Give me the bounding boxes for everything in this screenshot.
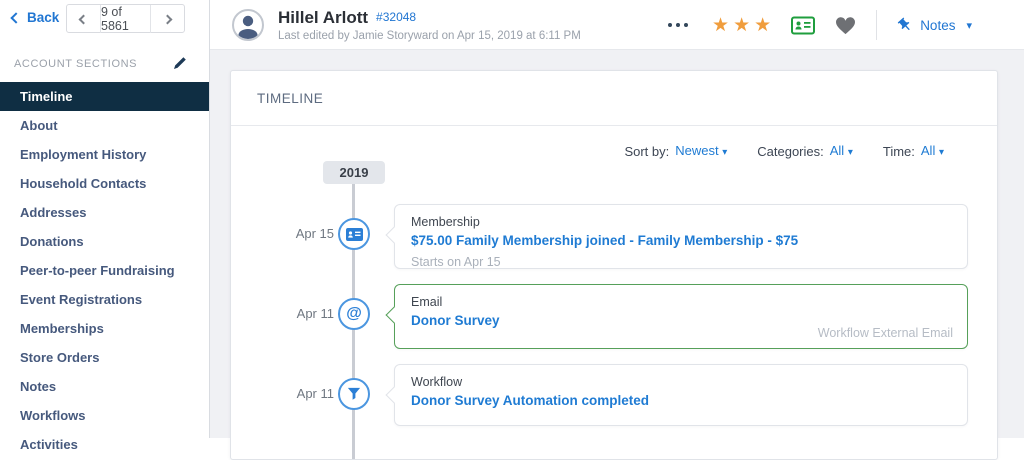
categories-label: Categories: [757,144,824,159]
entry-title-link[interactable]: Donor Survey Automation completed [411,393,650,408]
pager-next-button[interactable] [151,5,184,33]
more-options-icon[interactable] [668,23,689,27]
sidebar-item-household-contacts[interactable]: Household Contacts [20,176,147,191]
sidebar-item-memberships[interactable]: Memberships [20,321,104,336]
notes-label: Notes [920,17,956,33]
chevron-left-icon [78,14,89,24]
entry-category: Membership [411,215,480,229]
back-label: Back [27,10,60,25]
divider [876,10,878,40]
entry-subtitle: Starts on Apr 15 [411,255,501,269]
account-sections-label: ACCOUNT SECTIONS [14,58,138,70]
entry-date: Apr 11 [296,306,334,321]
card-notch [385,386,403,404]
chevron-right-icon [162,14,173,24]
timeline-entry-card: Workflow Donor Survey Automation complet… [385,364,968,426]
avatar [232,9,264,41]
record-pager: 9 of 5861 [66,4,185,33]
entry-title-link[interactable]: $75.00 Family Membership joined - Family… [411,233,799,248]
chevron-left-icon [10,11,22,24]
back-button[interactable]: Back [10,10,60,25]
card-notch [385,226,403,244]
star-rating[interactable]: ★ ★ ★ [712,16,771,35]
at-icon: @ [338,298,370,330]
star-icon[interactable]: ★ [712,14,730,36]
entry-category: Workflow [411,375,463,389]
contact-card-icon[interactable] [791,16,816,35]
sidebar-item-donations[interactable]: Donations [20,234,84,249]
membership-card-icon [338,218,370,250]
sort-by-dropdown[interactable]: Newest ▾ [675,143,728,158]
timeline-entry-card: Membership $75.00 Family Membership join… [385,204,968,269]
chevron-down-icon: ▾ [938,147,944,158]
sidebar-nav: Timeline About Employment History Househ… [0,82,209,459]
timeline-panel: TIMELINE Sort by: Newest ▾ Categories: A… [230,70,998,460]
star-icon[interactable]: ★ [733,14,751,36]
sidebar-item-addresses[interactable]: Addresses [20,205,87,220]
sidebar-item-employment-history[interactable]: Employment History [20,147,147,162]
sidebar-item-timeline[interactable]: Timeline [0,82,209,111]
chevron-down-icon: ▾ [722,147,728,158]
sidebar-item-store-orders[interactable]: Store Orders [20,350,100,365]
pager-prev-button[interactable] [67,5,100,33]
entry-footer: Workflow External Email [817,326,953,340]
entry-date: Apr 15 [295,226,334,241]
header-actions: ★ ★ ★ [668,0,972,50]
timeline-title: TIMELINE [231,71,997,126]
entry-date: Apr 11 [296,386,334,401]
account-id: #32048 [376,10,417,24]
card-notch [385,306,403,324]
timeline-year-badge: 2019 [323,161,385,184]
sidebar-item-workflows[interactable]: Workflows [20,408,86,423]
last-edited-text: Last edited by Jamie Storyward on Apr 15… [278,30,581,42]
time-label: Time: [882,144,915,159]
time-dropdown[interactable]: All ▾ [920,143,944,158]
entry-title-link[interactable]: Donor Survey [411,313,500,328]
sidebar-item-event-registrations[interactable]: Event Registrations [20,292,143,307]
chevron-down-icon: ▾ [966,19,972,32]
heart-icon[interactable] [835,16,856,35]
main-area: Hillel Arlott #32048 Last edited by Jami… [210,0,1024,460]
timeline-filters: Sort by: Newest ▾ Categories: All ▾ Time… [624,143,944,161]
categories-dropdown[interactable]: All ▾ [829,143,853,158]
sidebar-item-notes[interactable]: Notes [20,379,57,394]
sidebar: Back 9 of 5861 ACCOUNT SECTIONS Timeline… [0,0,210,452]
sort-by-label: Sort by: [624,144,670,159]
notes-button[interactable]: Notes ▾ [897,17,972,33]
account-header: Hillel Arlott #32048 Last edited by Jami… [210,0,1024,50]
account-identity: Hillel Arlott #32048 Last edited by Jami… [278,8,581,42]
chevron-down-icon: ▾ [847,147,853,158]
pin-icon [898,17,910,30]
entry-category: Email [411,295,443,309]
star-icon[interactable]: ★ [754,14,772,36]
sidebar-item-peer-to-peer-fundraising[interactable]: Peer-to-peer Fundraising [20,263,175,278]
pencil-icon[interactable] [173,56,187,75]
timeline-entry-card: Email Donor Survey Workflow External Ema… [385,284,968,349]
filter-icon [338,378,370,410]
pager-label: 9 of 5861 [100,5,151,33]
sidebar-item-about[interactable]: About [20,118,58,133]
account-name: Hillel Arlott [278,8,369,27]
sidebar-item-activities[interactable]: Activities [20,437,78,452]
